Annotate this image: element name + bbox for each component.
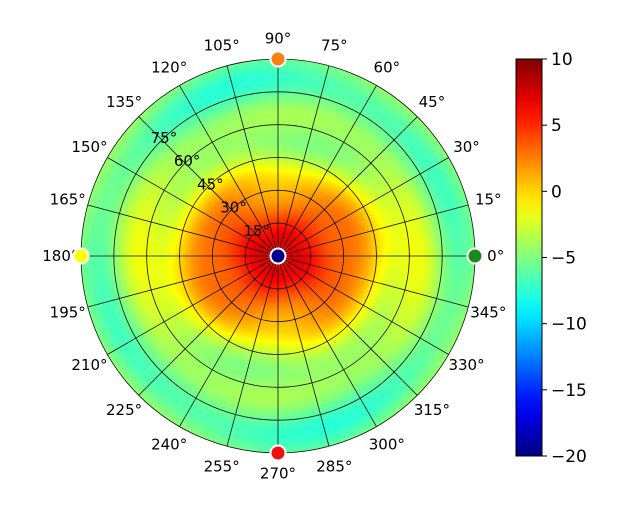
angular-gridline [226, 65, 279, 257]
angular-gridlines [81, 59, 475, 453]
angular-gridline [277, 65, 330, 257]
radial-tick-label: 75° [151, 129, 178, 147]
angular-tick-label: 210° [71, 356, 107, 374]
radial-tick-label: 60° [174, 152, 201, 170]
angular-gridline [138, 116, 279, 257]
angular-gridline [107, 157, 279, 257]
marker-point [269, 50, 287, 68]
angular-tick-label: 0° [487, 247, 504, 265]
angular-tick-labels: 0° 15° 30° 45° 60° 75° 90° 105° 120° 135° 150° 165°… [42, 29, 506, 482]
angular-gridline [277, 255, 377, 427]
colorbar: 10 5 0 −5 −10 −15 −20 [515, 50, 587, 467]
angular-gridline [138, 255, 279, 396]
angular-tick-label: 15° [475, 191, 502, 209]
colorbar-tick-label: −20 [551, 447, 587, 467]
angular-gridline [277, 255, 469, 308]
angular-tick-label: 255° [204, 457, 240, 475]
angular-tick-label: 180° [42, 247, 78, 265]
colorbar-tick-label: 10 [551, 50, 573, 70]
angular-tick-label: 285° [316, 457, 352, 475]
angular-gridline [277, 85, 377, 257]
radial-tick-label: 15° [243, 222, 270, 240]
angular-gridline [87, 204, 279, 257]
angular-tick-label: 165° [50, 191, 86, 209]
angular-gridline [277, 157, 449, 257]
colorbar-tick-label: 0 [551, 182, 562, 202]
radial-tick-label: 30° [220, 199, 247, 217]
angular-gridline [277, 204, 469, 257]
angular-gridline [87, 255, 279, 308]
angular-tick-label: 270° [260, 465, 296, 483]
angular-gridline [179, 85, 279, 257]
angular-tick-label: 150° [71, 138, 107, 156]
angular-gridline [226, 255, 279, 447]
angular-tick-label: 240° [151, 436, 187, 454]
colorbar-tick-label: −15 [551, 381, 587, 401]
colorbar-tick-label: 5 [551, 116, 562, 136]
radial-tick-labels: 15° 30° 45° 60° 75° [151, 129, 270, 240]
marker-point [269, 444, 287, 462]
angular-gridline [179, 255, 279, 427]
colorbar-tick-label: −5 [551, 249, 576, 269]
colorbar-tick-label: −10 [551, 315, 587, 335]
colorbar-ticks: 10 5 0 −5 −10 −15 −20 [542, 50, 587, 467]
angular-gridline [107, 255, 279, 355]
marker-point [466, 247, 484, 265]
angular-gridline [277, 255, 330, 447]
angular-tick-label: 30° [453, 138, 480, 156]
angular-tick-label: 135° [106, 93, 142, 111]
markers [72, 50, 484, 462]
marker-point [269, 247, 287, 265]
angular-tick-label: 60° [374, 58, 401, 76]
angular-tick-label: 120° [151, 58, 187, 76]
colorbar-gradient [515, 58, 543, 457]
marker-point [72, 247, 90, 265]
angular-tick-label: 75° [321, 37, 348, 55]
angular-tick-label: 105° [204, 37, 240, 55]
angular-tick-label: 330° [448, 356, 484, 374]
angular-tick-label: 300° [369, 436, 405, 454]
radial-tick-label: 45° [197, 175, 224, 193]
angular-gridline [277, 116, 418, 257]
angular-tick-label: 315° [414, 401, 450, 419]
angular-tick-label: 345° [470, 303, 506, 321]
angular-tick-label: 45° [419, 93, 446, 111]
angular-tick-label: 90° [265, 29, 292, 47]
angular-tick-label: 225° [106, 401, 142, 419]
angular-tick-label: 195° [50, 303, 86, 321]
angular-gridline [277, 255, 418, 396]
angular-gridline [277, 255, 449, 355]
